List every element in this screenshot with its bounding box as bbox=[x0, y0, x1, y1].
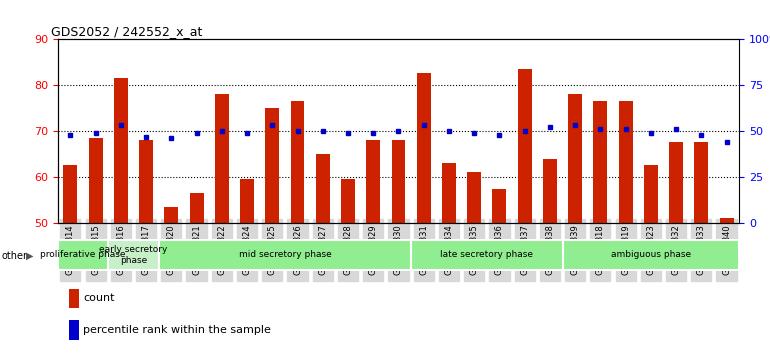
Text: early secretory
phase: early secretory phase bbox=[99, 245, 168, 264]
Bar bbox=[417, 74, 430, 223]
Bar bbox=[391, 140, 406, 223]
Bar bbox=[493, 188, 507, 223]
Text: late secretory phase: late secretory phase bbox=[440, 250, 534, 259]
Bar bbox=[89, 138, 102, 223]
Text: ▶: ▶ bbox=[26, 251, 34, 261]
Bar bbox=[720, 218, 734, 223]
Text: proliferative phase: proliferative phase bbox=[40, 250, 126, 259]
FancyBboxPatch shape bbox=[411, 240, 563, 270]
Bar bbox=[316, 154, 330, 223]
FancyBboxPatch shape bbox=[159, 240, 411, 270]
FancyBboxPatch shape bbox=[109, 240, 159, 270]
Bar bbox=[695, 143, 708, 223]
Bar bbox=[215, 94, 229, 223]
Text: ambiguous phase: ambiguous phase bbox=[611, 250, 691, 259]
Text: GDS2052 / 242552_x_at: GDS2052 / 242552_x_at bbox=[51, 25, 203, 38]
Bar bbox=[240, 179, 254, 223]
Text: percentile rank within the sample: percentile rank within the sample bbox=[83, 325, 271, 335]
Bar bbox=[139, 140, 153, 223]
Text: other: other bbox=[2, 251, 28, 261]
Bar bbox=[467, 172, 481, 223]
Bar bbox=[266, 108, 280, 223]
FancyBboxPatch shape bbox=[563, 240, 739, 270]
Bar bbox=[367, 140, 380, 223]
Bar bbox=[594, 101, 608, 223]
Bar bbox=[189, 193, 203, 223]
Bar bbox=[63, 166, 77, 223]
Bar bbox=[568, 94, 582, 223]
Bar bbox=[341, 179, 355, 223]
Bar bbox=[543, 159, 557, 223]
Bar bbox=[290, 101, 304, 223]
FancyBboxPatch shape bbox=[58, 240, 109, 270]
Bar bbox=[442, 163, 456, 223]
Bar bbox=[517, 69, 531, 223]
Bar bbox=[669, 143, 683, 223]
Bar bbox=[618, 101, 633, 223]
Bar bbox=[644, 166, 658, 223]
Bar bbox=[114, 78, 128, 223]
Bar bbox=[164, 207, 179, 223]
Text: mid secretory phase: mid secretory phase bbox=[239, 250, 331, 259]
Text: count: count bbox=[83, 293, 115, 303]
